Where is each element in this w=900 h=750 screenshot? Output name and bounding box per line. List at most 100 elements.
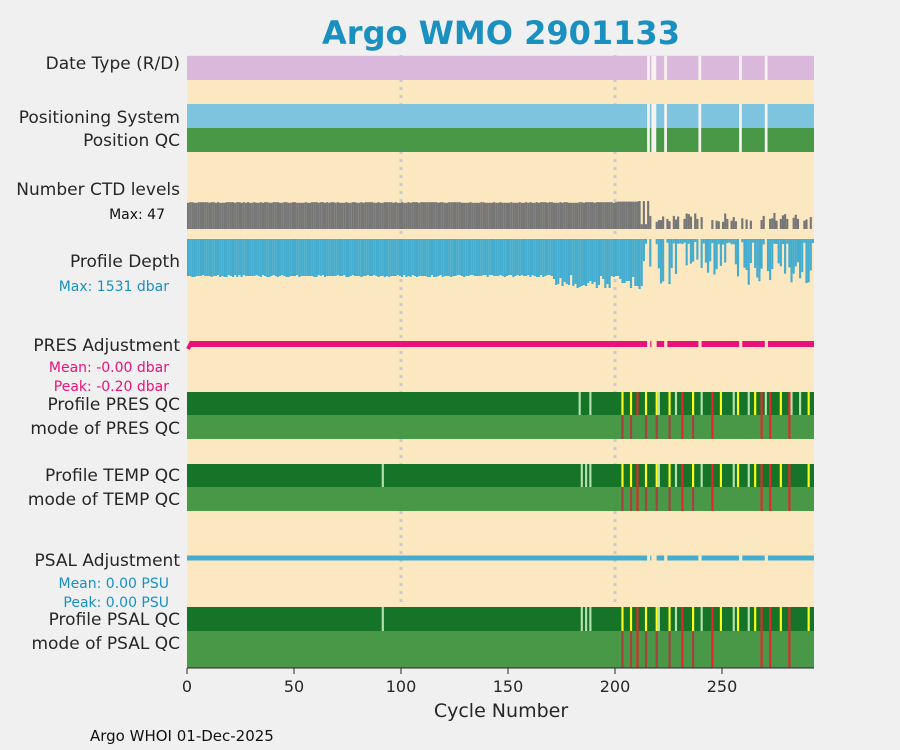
qc-mode-red-pres [788, 415, 791, 439]
levels-bar [503, 202, 506, 229]
levels-bar [726, 218, 729, 229]
levels-bar [574, 202, 577, 229]
depth-bar [567, 239, 571, 285]
depth-bar [428, 239, 431, 277]
depth-bar [608, 239, 611, 288]
depth-bar [794, 239, 797, 267]
depth-bar [229, 239, 232, 276]
qc-flag-yellow-psal [621, 607, 624, 631]
levels-bar [657, 220, 660, 229]
psal-adjustment-gap [698, 555, 702, 561]
levels-bar [338, 202, 342, 229]
depth-bar [460, 239, 464, 276]
depth-bar [689, 239, 693, 264]
psal-adjustment-gap [653, 555, 657, 561]
qc-mode-darkred-psal [655, 631, 658, 668]
levels-bar [512, 202, 515, 229]
qc-flag-light-pres [790, 392, 793, 415]
levels-bar [490, 202, 494, 229]
depth-bar [576, 239, 579, 288]
qc-mode-darkred-pres [668, 415, 671, 439]
date-type-gap [664, 56, 667, 80]
depth-bar [557, 239, 560, 284]
levels-bar [544, 202, 547, 229]
levels-bar [497, 202, 500, 229]
depth-bar [677, 239, 680, 244]
position-gap [651, 104, 655, 152]
qc-mode-darkred-temp [668, 487, 671, 511]
depth-bar [552, 239, 556, 279]
date-type-gap [698, 56, 702, 80]
levels-bar [572, 202, 575, 229]
depth-bar [219, 239, 222, 277]
depth-bar [424, 239, 427, 276]
depth-bar [707, 239, 710, 273]
depth-bar [458, 239, 461, 275]
position-gap [698, 104, 702, 152]
qc-mode-darkred-temp [644, 487, 648, 511]
depth-bar [591, 239, 594, 284]
depth-bar [546, 239, 549, 275]
levels-bar [251, 202, 254, 229]
qc-flag-yellow-psal [629, 607, 633, 631]
levels-bar [407, 202, 410, 229]
depth-bar [715, 239, 718, 270]
depth-bar [790, 239, 793, 283]
depth-bar [786, 239, 789, 244]
levels-bar [593, 202, 596, 229]
levels-bar [647, 201, 650, 229]
depth-bar [249, 239, 252, 276]
date-type-gap [764, 56, 768, 80]
depth-bar [236, 239, 239, 277]
depth-bar [349, 239, 352, 276]
depth-bar [520, 239, 523, 275]
depth-bar [617, 239, 620, 276]
levels-bar [694, 213, 697, 229]
depth-bar [405, 239, 408, 277]
depth-bar [587, 239, 590, 283]
depth-bar [642, 239, 645, 262]
depth-bar [501, 239, 504, 276]
levels-bar [535, 202, 538, 229]
levels-bar [296, 202, 299, 229]
qc-flag-yellow-temp [629, 464, 633, 487]
levels-bar [792, 217, 795, 229]
qc-mode-red-pres [711, 415, 714, 439]
depth-bar [490, 239, 494, 275]
levels-bar [236, 202, 239, 229]
levels-bar [724, 213, 727, 229]
depth-bar [334, 239, 337, 276]
depth-bar [437, 239, 440, 276]
qc-flag-red-pres [681, 392, 684, 415]
qc-flag-red-psal [788, 607, 791, 631]
levels-bar [480, 202, 483, 229]
depth-bar [268, 239, 271, 277]
qc-flag-yellow-temp [779, 464, 782, 487]
depth-bar [388, 239, 391, 277]
depth-bar [542, 239, 545, 277]
levels-bar [394, 202, 397, 229]
levels-bar [439, 202, 442, 229]
x-axis-label: Cycle Number [434, 700, 568, 722]
qc-flag-light-psal [381, 607, 384, 631]
depth-bar [629, 239, 633, 288]
levels-bar [458, 202, 461, 229]
levels-bar [773, 212, 776, 229]
depth-bar [323, 239, 327, 277]
levels-bar [482, 202, 485, 229]
levels-bar [274, 202, 277, 229]
depth-bar [679, 239, 682, 244]
levels-bar [413, 202, 416, 229]
qc-flag-yellow-pres [736, 392, 740, 415]
levels-bar [317, 202, 320, 229]
depth-bar [809, 239, 812, 271]
levels-bar [433, 202, 436, 229]
qc-flag-light-psal [589, 607, 592, 631]
levels-bar [809, 217, 812, 229]
levels-bar [597, 202, 601, 229]
depth-bar [507, 239, 511, 275]
depth-bar [439, 239, 442, 275]
depth-bar [257, 239, 260, 276]
depth-bar [251, 239, 254, 276]
qc-flag-light-psal [585, 607, 588, 631]
